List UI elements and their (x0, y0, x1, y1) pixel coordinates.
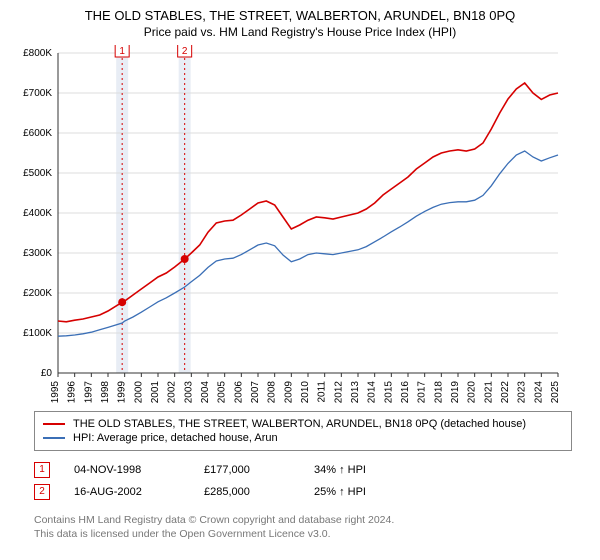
svg-text:2000: 2000 (133, 381, 144, 404)
legend-item-property: THE OLD STABLES, THE STREET, WALBERTON, … (43, 417, 563, 431)
svg-text:1997: 1997 (83, 381, 94, 404)
svg-text:2021: 2021 (483, 381, 494, 404)
transaction-date: 16-AUG-2002 (74, 486, 204, 498)
svg-text:1999: 1999 (117, 381, 128, 404)
svg-text:2018: 2018 (433, 381, 444, 404)
svg-text:1995: 1995 (50, 381, 61, 404)
svg-text:£600K: £600K (23, 128, 52, 139)
chart-subtitle: Price paid vs. HM Land Registry's House … (10, 25, 590, 39)
transaction-marker-1: 1 (34, 462, 50, 478)
svg-text:£0: £0 (41, 368, 53, 379)
transaction-price: £285,000 (204, 486, 314, 498)
transaction-marker-2: 2 (34, 484, 50, 500)
svg-text:2003: 2003 (183, 381, 194, 404)
svg-text:£200K: £200K (23, 288, 52, 299)
transaction-date: 04-NOV-1998 (74, 464, 204, 476)
svg-text:2020: 2020 (467, 381, 478, 404)
legend-swatch-hpi (43, 437, 65, 439)
legend-label-hpi: HPI: Average price, detached house, Arun (73, 432, 278, 444)
svg-text:2025: 2025 (550, 381, 561, 404)
attribution-footer: Contains HM Land Registry data © Crown c… (34, 513, 554, 541)
transaction-hpi-delta: 34% ↑ HPI (314, 464, 434, 476)
svg-text:2008: 2008 (267, 381, 278, 404)
svg-text:2016: 2016 (400, 381, 411, 404)
footer-licence: This data is licensed under the Open Gov… (34, 527, 554, 541)
svg-text:£100K: £100K (23, 328, 52, 339)
svg-text:2006: 2006 (233, 381, 244, 404)
transaction-row: 2 16-AUG-2002 £285,000 25% ↑ HPI (34, 481, 554, 503)
svg-text:1998: 1998 (100, 381, 111, 404)
chart-title-address: THE OLD STABLES, THE STREET, WALBERTON, … (10, 8, 590, 23)
svg-text:2001: 2001 (150, 381, 161, 404)
svg-text:2010: 2010 (300, 381, 311, 404)
svg-text:2014: 2014 (367, 381, 378, 404)
svg-text:1996: 1996 (67, 381, 78, 404)
svg-text:2017: 2017 (417, 381, 428, 404)
svg-text:2: 2 (182, 46, 188, 57)
svg-text:2007: 2007 (250, 381, 261, 404)
svg-text:2013: 2013 (350, 381, 361, 404)
svg-text:2004: 2004 (200, 381, 211, 404)
svg-text:2015: 2015 (383, 381, 394, 404)
svg-text:2011: 2011 (317, 381, 328, 403)
legend-swatch-property (43, 423, 65, 425)
svg-text:£400K: £400K (23, 208, 52, 219)
footer-copyright: Contains HM Land Registry data © Crown c… (34, 513, 554, 527)
svg-text:2009: 2009 (283, 381, 294, 404)
transaction-hpi-delta: 25% ↑ HPI (314, 486, 434, 498)
svg-text:1: 1 (119, 46, 125, 57)
svg-text:£700K: £700K (23, 88, 52, 99)
svg-text:£800K: £800K (23, 48, 52, 59)
svg-text:2012: 2012 (333, 381, 344, 404)
svg-text:2005: 2005 (217, 381, 228, 404)
transaction-row: 1 04-NOV-1998 £177,000 34% ↑ HPI (34, 459, 554, 481)
svg-text:2023: 2023 (517, 381, 528, 404)
transactions-table: 1 04-NOV-1998 £177,000 34% ↑ HPI 2 16-AU… (34, 459, 554, 503)
svg-text:£500K: £500K (23, 168, 52, 179)
chart-legend: THE OLD STABLES, THE STREET, WALBERTON, … (34, 411, 572, 451)
legend-label-property: THE OLD STABLES, THE STREET, WALBERTON, … (73, 418, 526, 430)
transaction-price: £177,000 (204, 464, 314, 476)
svg-text:2019: 2019 (450, 381, 461, 404)
svg-text:2022: 2022 (500, 381, 511, 404)
price-chart: £0 £100K £200K £300K £400K £500K £600K £700K £80… (10, 45, 570, 405)
svg-text:2002: 2002 (167, 381, 178, 404)
legend-item-hpi: HPI: Average price, detached house, Arun (43, 431, 563, 445)
svg-text:£300K: £300K (23, 248, 52, 259)
svg-text:2024: 2024 (533, 381, 544, 404)
